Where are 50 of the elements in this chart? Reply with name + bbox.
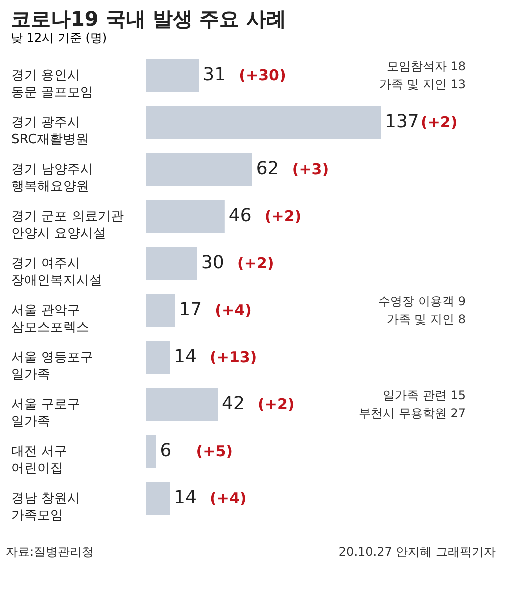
y-tick-label: 경남 창원시 가족모임 xyxy=(12,492,81,524)
annotation: 수영장 이용객 9 xyxy=(378,294,466,308)
annotation: 가족 및 지인 13 xyxy=(379,78,466,92)
text: 모임참석자 18 xyxy=(386,60,466,74)
y-tick-label: 서울 관악구 삼모스포렉스 xyxy=(12,304,90,336)
chart-title: 코로나19 국내 발생 주요 사례 xyxy=(11,7,287,31)
bar xyxy=(146,341,170,374)
text: 자료:질병관리청 xyxy=(6,544,94,561)
text: 일가족 관련 15 xyxy=(383,388,466,402)
data-label: 42 xyxy=(222,394,245,414)
bar xyxy=(146,435,156,468)
bar xyxy=(146,388,218,421)
data-label: 137 xyxy=(385,112,420,132)
annotation: (+2) xyxy=(237,254,274,272)
data-label: 46 xyxy=(228,206,252,226)
y-tick-label: 경기 용인시 동문 골프모임 xyxy=(12,68,94,100)
y-tick-label: 경기 군포 의료기관 안양시 요양시설 xyxy=(12,210,124,242)
bar xyxy=(146,247,198,280)
annotation: (+2) xyxy=(258,396,295,414)
annotation: (+5) xyxy=(196,442,234,460)
data-label: 14 xyxy=(174,488,197,508)
bar xyxy=(146,153,252,186)
annotation: (+3) xyxy=(292,160,330,178)
data-label: 6 xyxy=(160,440,172,462)
annotation: (+13) xyxy=(210,348,258,366)
annotation: (+4) xyxy=(210,490,247,508)
data-label: 62 xyxy=(256,158,280,180)
y-tick-label: 서울 구로구 일가족 xyxy=(12,398,81,430)
bar xyxy=(146,294,176,327)
y-tick-label: 경기 광주시 SRC재활병원 xyxy=(12,116,90,148)
bar xyxy=(146,200,225,233)
bar xyxy=(146,59,200,92)
bar xyxy=(146,106,381,139)
text: (+2) xyxy=(421,114,458,132)
y-tick-label: 대전 서구 어린이집 xyxy=(12,444,68,476)
y-tick-label: 경기 남양주시 행복해요양원 xyxy=(12,162,94,194)
annotation: 부천시 무용학원 27 xyxy=(359,406,466,420)
data-label: 31 xyxy=(203,64,226,86)
y-tick-label: 경기 여주시 장애인복지시설 xyxy=(12,256,102,288)
y-tick-label: 서울 영등포구 일가족 xyxy=(12,350,94,382)
chart-subtitle: 낮 12시 기준 (명) xyxy=(11,31,108,45)
bar xyxy=(146,482,170,515)
annotation: (+4) xyxy=(215,302,252,320)
data-label: 14 xyxy=(174,346,197,368)
data-label: 17 xyxy=(179,300,202,320)
data-label: 30 xyxy=(201,252,224,274)
text: 20.10.27 안지혜 그래픽기자 xyxy=(338,544,496,561)
annotation: (+30) xyxy=(239,66,286,84)
text: 가족 및 지인 8 xyxy=(386,312,466,326)
annotation: (+2) xyxy=(264,208,302,226)
